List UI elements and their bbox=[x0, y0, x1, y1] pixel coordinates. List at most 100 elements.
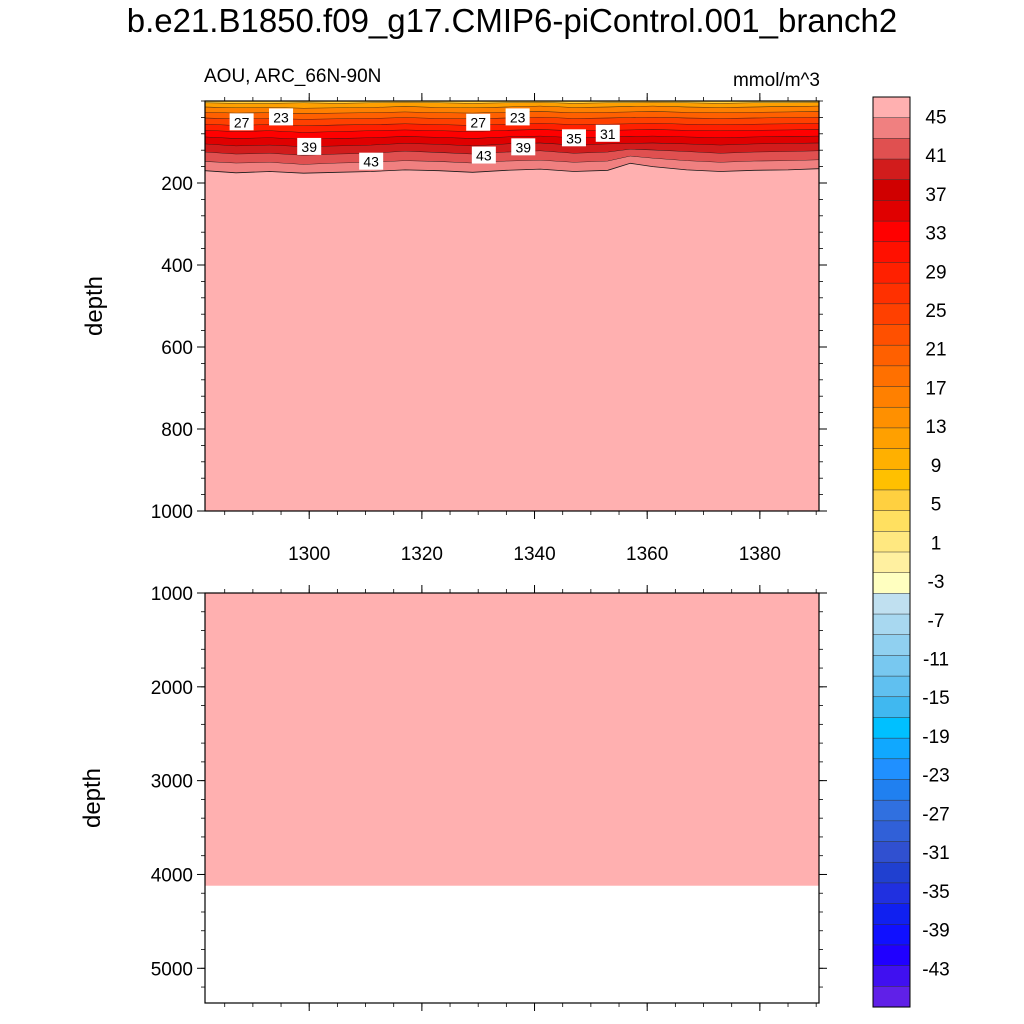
colorbar-label: 13 bbox=[925, 417, 946, 438]
colorbar-label: -23 bbox=[922, 766, 949, 787]
x-axis: 1300 1320 1340 1360 1380 bbox=[224, 93, 817, 565]
colorbar-label: -7 bbox=[928, 611, 945, 632]
colorbar-box bbox=[872, 489, 911, 512]
y-tick-label: 5000 bbox=[151, 959, 193, 980]
svg-text:27: 27 bbox=[470, 115, 486, 131]
colorbar-box bbox=[872, 965, 911, 987]
colorbar-label: -11 bbox=[923, 650, 949, 671]
contour-band-45 bbox=[205, 156, 819, 174]
y-tick-label: 3000 bbox=[151, 772, 193, 793]
colorbar-box bbox=[872, 241, 911, 264]
contour-label: 27 bbox=[466, 113, 491, 131]
y-tick-label: 400 bbox=[161, 256, 193, 277]
x-tick-label: 1300 bbox=[288, 544, 330, 565]
colorbar-box bbox=[872, 841, 911, 863]
svg-text:39: 39 bbox=[301, 139, 317, 155]
left-string: AOU, ARC_66N-90N bbox=[204, 66, 381, 87]
colorbar-box bbox=[872, 986, 911, 1008]
svg-text:23: 23 bbox=[273, 109, 289, 125]
page-title: b.e21.B1850.f09_g17.CMIP6-piControl.001_… bbox=[126, 2, 898, 39]
colorbar-box bbox=[872, 96, 911, 119]
y-tick-label: 2000 bbox=[151, 678, 193, 699]
colorbar-box bbox=[872, 179, 911, 201]
lower-y-axis: 1000 2000 3000 4000 5000 bbox=[151, 584, 827, 988]
lower-y-axis-label: depth bbox=[79, 768, 106, 828]
svg-text:43: 43 bbox=[363, 154, 379, 170]
colorbar-box bbox=[872, 675, 911, 698]
colorbar-box bbox=[872, 799, 911, 822]
colorbar-box bbox=[872, 737, 911, 760]
svg-text:23: 23 bbox=[510, 109, 526, 125]
contour-label: 43 bbox=[471, 146, 496, 164]
colorbar-label: 21 bbox=[925, 340, 946, 361]
colorbar-boxes bbox=[872, 96, 911, 1008]
colorbar-box bbox=[872, 117, 911, 139]
colorbar-label: -27 bbox=[922, 804, 949, 825]
colorbar-box bbox=[872, 365, 911, 388]
colorbar-label: 25 bbox=[925, 301, 946, 322]
colorbar-label: 33 bbox=[925, 224, 946, 245]
colorbar-label: -15 bbox=[922, 688, 949, 709]
colorbar-box bbox=[872, 200, 911, 222]
colorbar-label: -35 bbox=[922, 882, 949, 903]
colorbar-label: -3 bbox=[928, 572, 945, 593]
colorbar-labels: 45 41 37 33 29 25 21 17 13 9 5 1 -3 -7 -11 -15 -19 -23 -27… bbox=[922, 107, 949, 980]
colorbar-label: -39 bbox=[922, 921, 949, 942]
colorbar-box bbox=[872, 655, 911, 677]
colorbar-box bbox=[872, 531, 911, 553]
x-tick-label: 1340 bbox=[513, 544, 555, 565]
colorbar-label: 41 bbox=[925, 146, 946, 167]
contour-label: 23 bbox=[505, 108, 530, 126]
contour-label: 31 bbox=[595, 124, 620, 142]
colorbar-box bbox=[872, 220, 911, 243]
contour-fills bbox=[204, 101, 820, 511]
upper-depth-panel: AOU, ARC_66N-90N mmol/m^3 27 23 39 43 27 23 43… bbox=[81, 66, 827, 565]
colorbar-box bbox=[872, 386, 911, 408]
colorbar-label: -43 bbox=[922, 959, 949, 980]
y-tick-label: 4000 bbox=[151, 865, 193, 886]
colorbar-box bbox=[872, 469, 911, 491]
colorbar-box bbox=[872, 861, 911, 884]
svg-text:39: 39 bbox=[515, 139, 531, 155]
colorbar-label: 45 bbox=[925, 107, 946, 128]
colorbar-box bbox=[872, 613, 911, 636]
colorbar-box bbox=[872, 262, 911, 284]
colorbar-label: 5 bbox=[931, 495, 942, 516]
colorbar-label: 29 bbox=[925, 262, 946, 283]
upper-plot-frame bbox=[204, 100, 820, 512]
colorbar-box bbox=[872, 903, 911, 925]
colorbar-box bbox=[872, 820, 911, 843]
colorbar-box bbox=[872, 138, 911, 160]
colorbar-box bbox=[872, 882, 911, 905]
colorbar: 45 41 37 33 29 25 21 17 13 9 5 1 -3 -7 -11 -15 -19 -23 -27… bbox=[872, 96, 950, 1008]
colorbar-box bbox=[872, 427, 911, 450]
colorbar-box bbox=[872, 406, 911, 429]
contour-label: 35 bbox=[561, 129, 586, 147]
contour-label: 43 bbox=[359, 152, 384, 170]
lower-fill-region bbox=[205, 593, 819, 886]
colorbar-box bbox=[872, 303, 911, 326]
y-tick-label: 1000 bbox=[151, 502, 193, 523]
x-tick-label: 1320 bbox=[401, 544, 443, 565]
colorbar-box bbox=[872, 572, 911, 594]
colorbar-box bbox=[872, 448, 911, 470]
contour-label: 27 bbox=[229, 113, 254, 131]
colorbar-label: 9 bbox=[931, 456, 942, 477]
colorbar-box bbox=[872, 717, 911, 739]
contour-label: 39 bbox=[297, 137, 322, 155]
lower-depth-panel: 1000 2000 3000 4000 5000 depth bbox=[79, 584, 827, 1011]
colorbar-label: 1 bbox=[931, 533, 942, 554]
contour-band-33 bbox=[205, 129, 819, 140]
svg-text:27: 27 bbox=[234, 114, 250, 130]
x-tick-label: 1380 bbox=[739, 544, 781, 565]
colorbar-box bbox=[872, 324, 911, 346]
upper-y-axis: 200 400 600 800 1000 bbox=[151, 100, 827, 523]
colorbar-box bbox=[872, 779, 911, 801]
colorbar-box bbox=[872, 158, 911, 181]
colorbar-box bbox=[872, 634, 911, 656]
colorbar-box bbox=[872, 282, 911, 305]
lower-x-tick-marks bbox=[224, 585, 817, 1011]
y-tick-label: 800 bbox=[161, 420, 193, 441]
colorbar-box bbox=[872, 344, 911, 367]
contour-labels: 27 23 39 43 27 23 43 39 35 31 bbox=[229, 108, 620, 170]
